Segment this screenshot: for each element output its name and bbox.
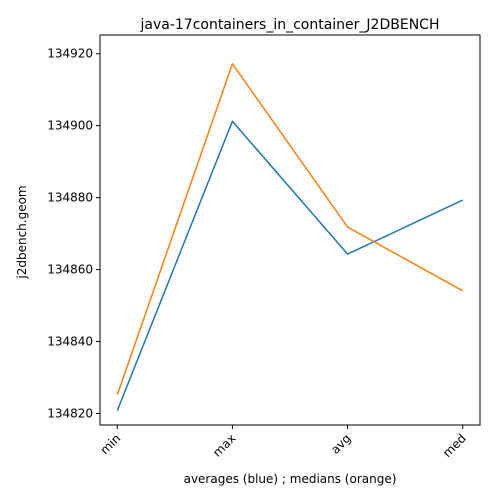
y-tick-label: 134840 xyxy=(47,335,93,349)
x-axis-label: averages (blue) ; medians (orange) xyxy=(184,472,397,486)
y-axis-label: j2dbench.geom xyxy=(15,185,29,279)
x-tick-label: avg xyxy=(328,431,354,457)
plot-frame xyxy=(99,34,481,426)
y-tick-label: 134920 xyxy=(47,47,93,61)
y-tick-label: 134900 xyxy=(47,119,93,133)
series-line-1 xyxy=(116,120,464,411)
y-tick-label: 134860 xyxy=(47,263,93,277)
x-tick-label: max xyxy=(210,431,238,459)
chart-title: java-17containers_in_container_J2DBENCH xyxy=(140,17,440,33)
y-tick-label: 134820 xyxy=(47,406,93,420)
x-tick-label: min xyxy=(98,431,124,457)
plot-area: 134820 134840 134860 134880 134900 134920 min m… xyxy=(47,34,481,460)
x-tick-label: med xyxy=(440,431,469,460)
y-tick-label: 134880 xyxy=(47,191,93,205)
series-line-2 xyxy=(116,63,464,396)
